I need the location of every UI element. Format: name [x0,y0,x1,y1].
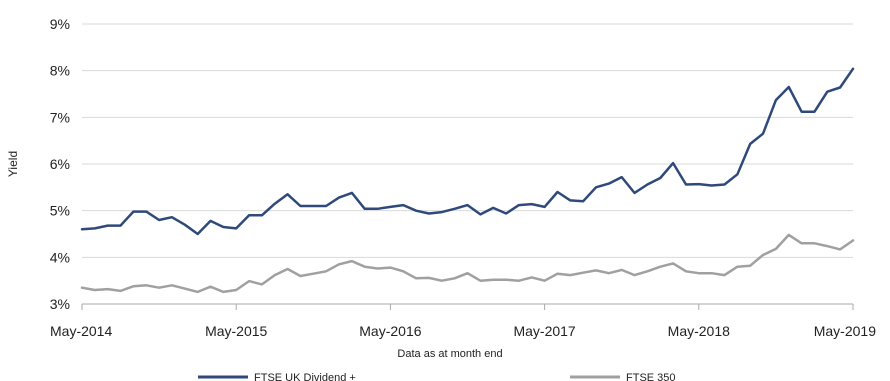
legend: FTSE UK Dividend + FTSE 350 [198,372,676,381]
y-tick-label: 5% [50,203,70,219]
x-tick-label: May-2015 [205,323,267,339]
legend-label-ftse-350: FTSE 350 [626,372,676,381]
series-line-ftse-uk-dividend-plus [80,67,855,236]
series-lines [80,67,855,294]
series-line-ftse-350 [80,233,855,294]
x-tick-label: May-2018 [668,323,730,339]
y-tick-label: 4% [50,249,70,265]
x-axis-label: Data as at month end [397,348,502,360]
y-tick-label: 7% [50,109,70,125]
y-tick-label: 3% [50,296,70,312]
y-tick-label: 9% [50,16,70,32]
gridlines [82,23,853,258]
x-tick-label: May-2019 [814,323,876,339]
x-tick-label: May-2017 [513,323,575,339]
y-axis-tick-labels: 3% 4% 5% 6% 7% 8% 9% [50,16,70,312]
y-tick-label: 8% [50,63,70,79]
y-tick-label: 6% [50,156,70,172]
x-axis-ticks: May-2014 May-2015 May-2016 May-2017 May-2018… [50,304,876,339]
x-tick-label: May-2016 [359,323,421,339]
legend-label-dividend-plus: FTSE UK Dividend + [254,372,356,381]
x-tick-label: May-2014 [50,323,112,339]
y-axis-label: Yield [6,151,20,177]
